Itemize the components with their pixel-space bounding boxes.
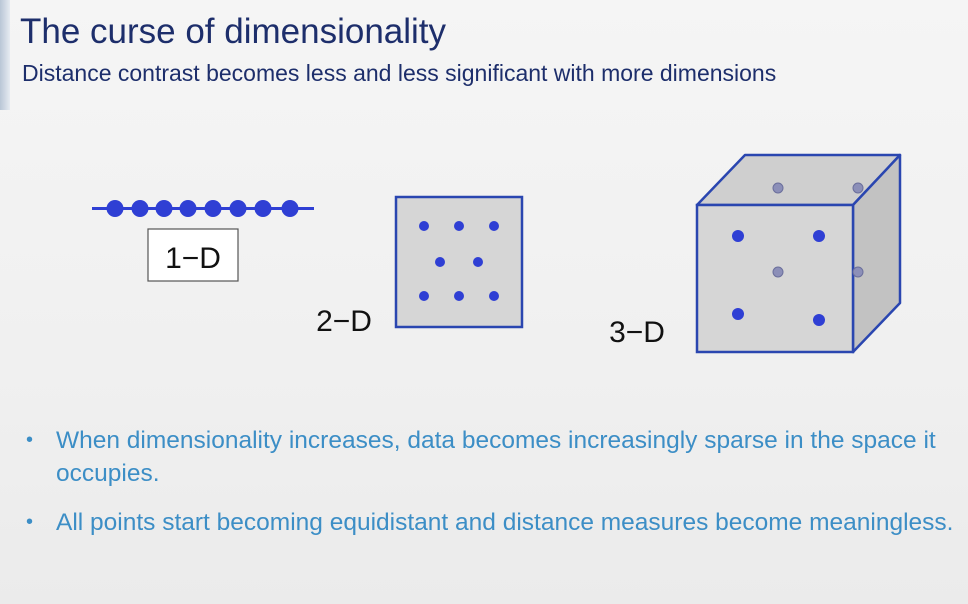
bullet-text: All points start becoming equidistant an… [56,509,954,536]
three-d-points [732,182,864,326]
one-d-point [179,200,197,217]
one-d-point [131,200,149,217]
two-d-points [419,221,499,301]
two-d-square [394,195,524,329]
three-d-point [813,230,825,242]
two-d-point [489,291,499,301]
one-d-point [106,200,124,217]
one-d-label: 1−D [165,242,221,275]
one-d-point [155,200,173,217]
two-d-group: 2−D [316,195,524,338]
one-d-points [106,200,299,217]
two-d-label: 2−D [316,305,372,338]
bullet-item: • All points start becoming equidistant … [24,506,954,539]
two-d-point [419,291,429,301]
slide-title: The curse of dimensionality [20,12,447,51]
bullet-text: When dimensionality increases, data beco… [56,427,936,487]
cube-front-face [695,203,855,354]
bullet-dot-icon: • [26,429,34,451]
three-d-group: 3−D [609,153,902,354]
one-d-point [281,200,299,217]
bullet-dot-icon: • [26,511,34,533]
one-d-label-box [147,228,239,282]
three-d-back-point [772,182,784,194]
two-d-point [435,257,445,267]
three-d-label: 3−D [609,316,665,349]
slide-edge-accent [0,0,10,110]
two-d-point [419,221,429,231]
three-d-back-point [772,266,784,278]
one-d-point [204,200,222,217]
two-d-point [454,291,464,301]
three-d-point [732,308,744,320]
slide-subtitle: Distance contrast becomes less and less … [22,60,777,86]
one-d-point [254,200,272,217]
two-d-point [473,257,483,267]
one-d-point [229,200,247,217]
bullet-list: • When dimensionality increases, data be… [24,424,954,555]
three-d-back-point [852,182,864,194]
two-d-point [489,221,499,231]
three-d-point [813,314,825,326]
three-d-back-point [852,266,864,278]
one-d-group: 1−D [92,200,314,282]
bullet-item: • When dimensionality increases, data be… [24,424,954,490]
three-d-point [732,230,744,242]
two-d-point [454,221,464,231]
